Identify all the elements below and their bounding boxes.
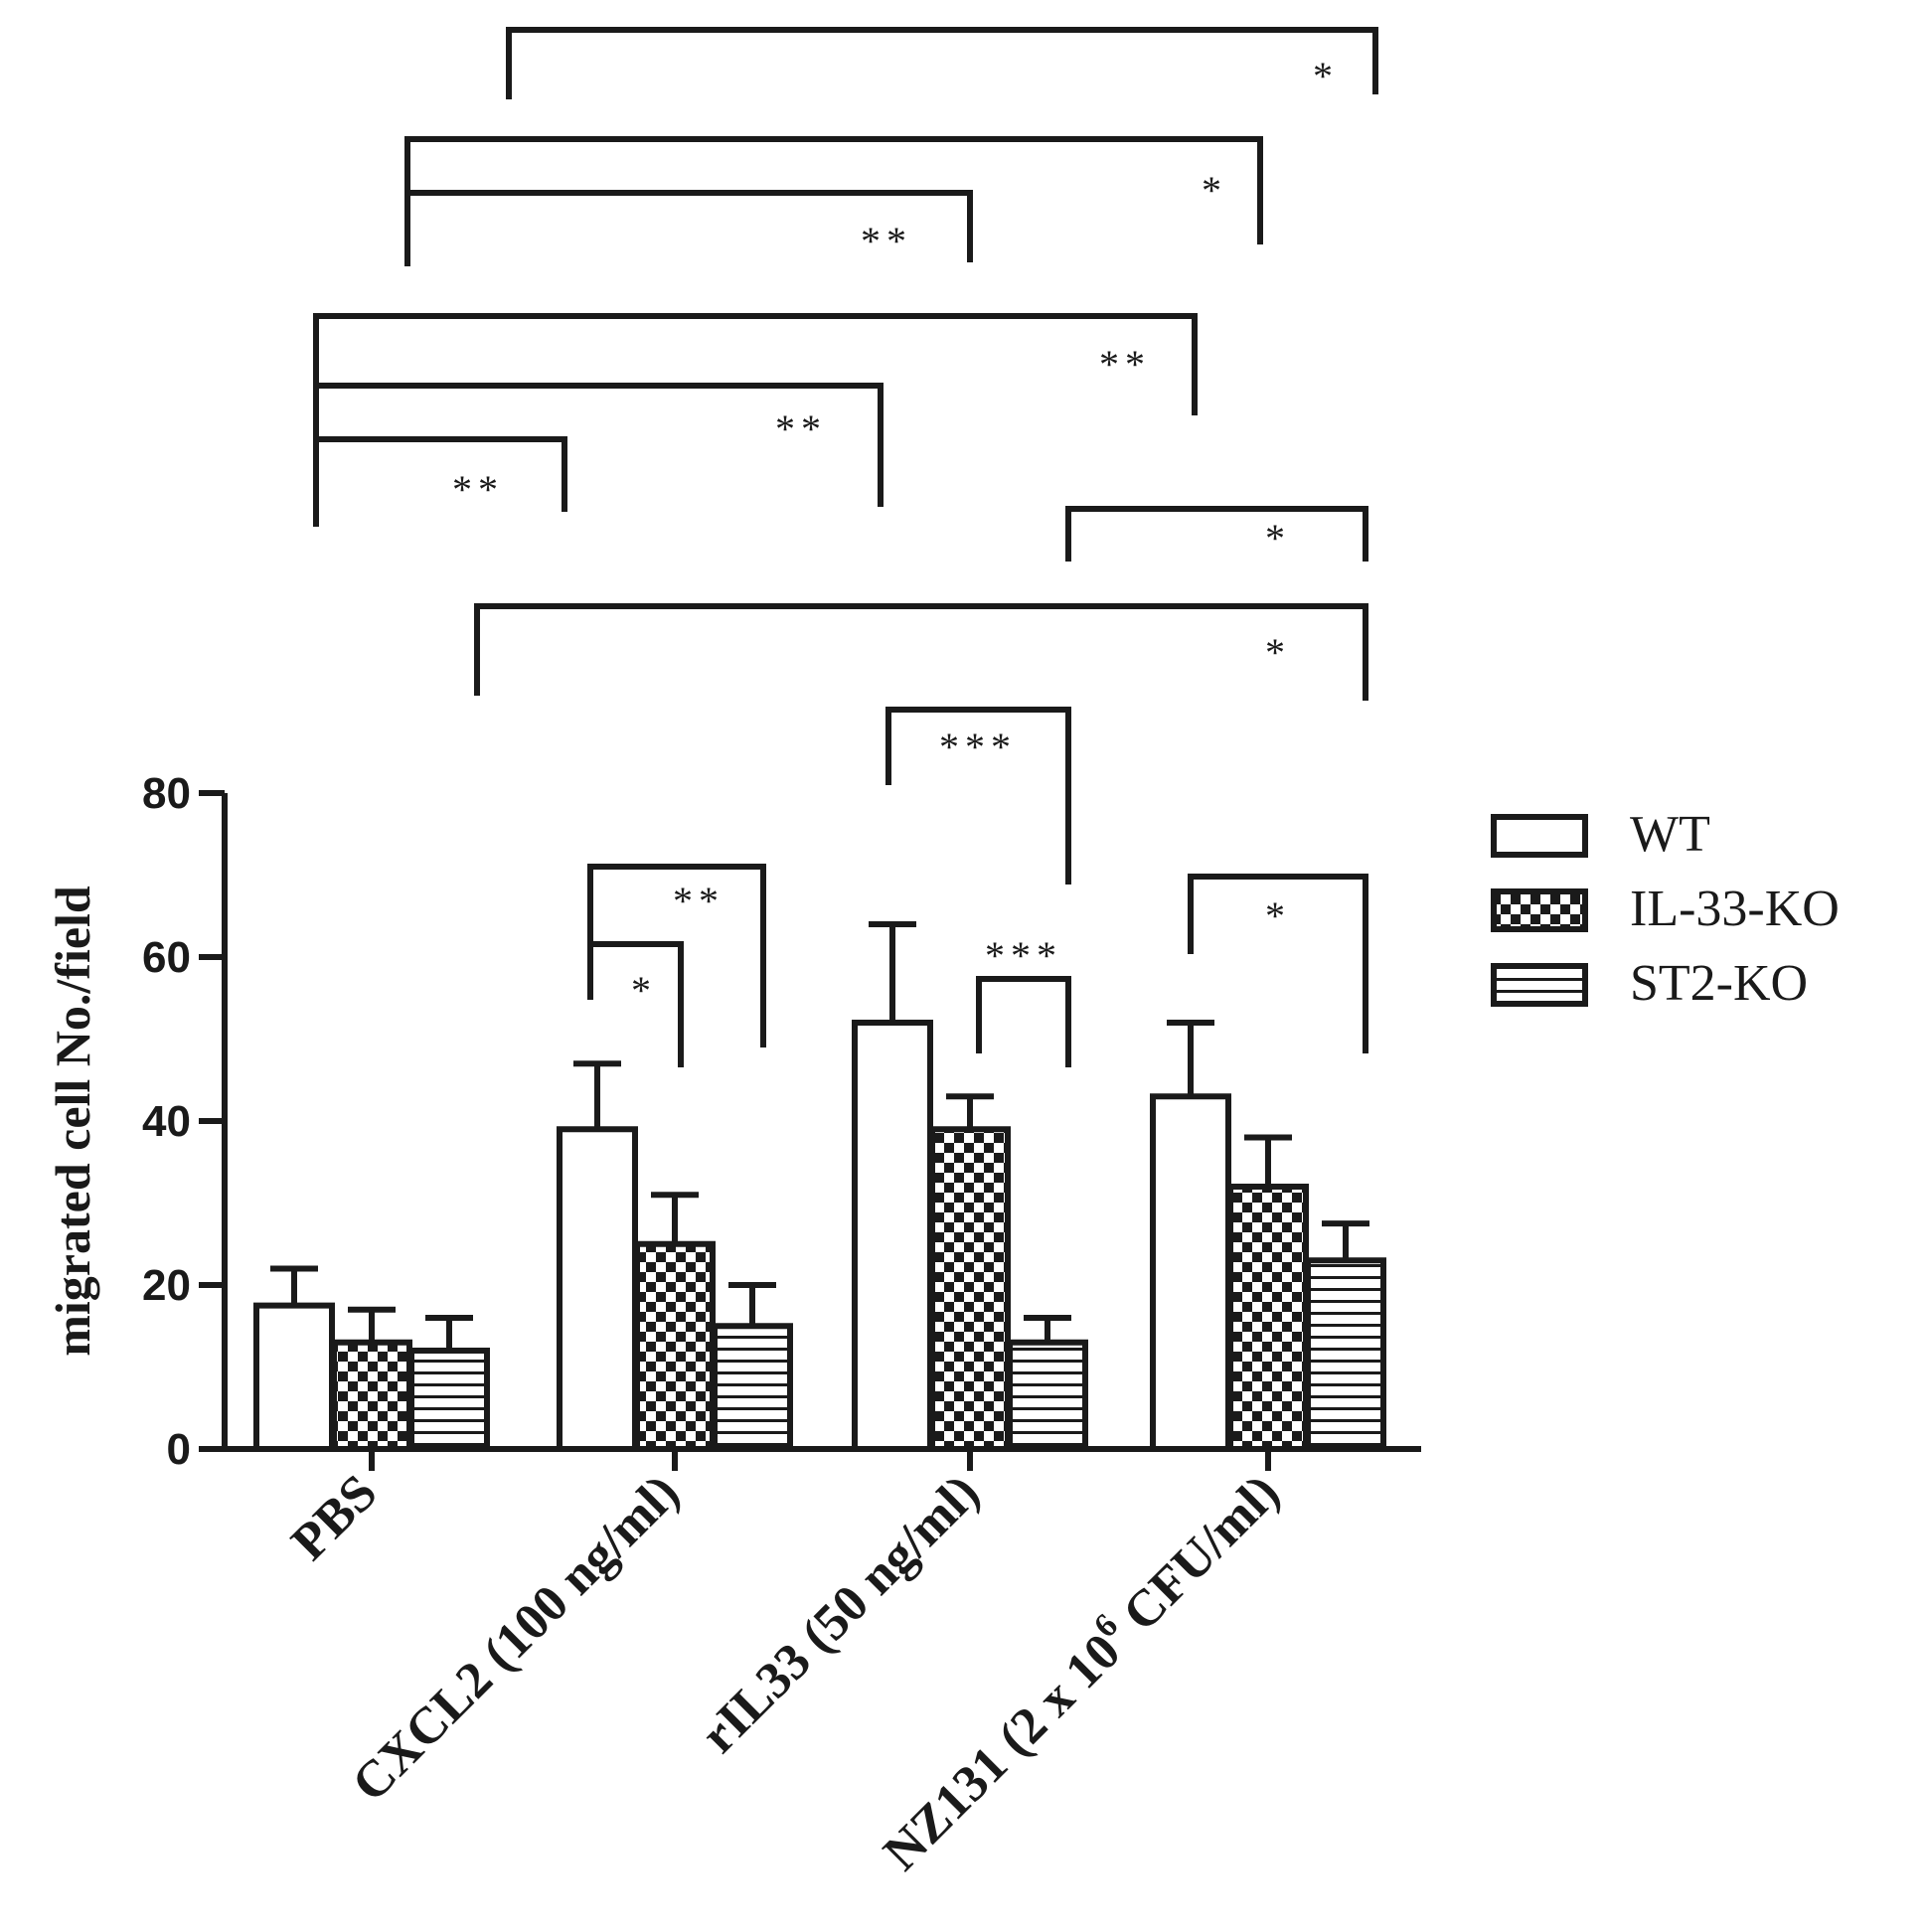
significance-bracket-11	[404, 136, 1263, 266]
bar-il-33-ko-2	[929, 1126, 1011, 1452]
y-tick-label: 20	[142, 1261, 191, 1310]
significance-bracket-4	[1188, 874, 1368, 1053]
bar-st2-ko-1	[712, 1323, 793, 1452]
significance-bracket-6	[1065, 506, 1368, 562]
significance-bracket-7	[313, 436, 567, 527]
category-label-2: rIL33 (50 ng/ml)	[691, 1464, 991, 1764]
y-tick-label: 60	[142, 933, 191, 982]
bar-il-33-ko-1	[634, 1240, 716, 1452]
bar-wt-2	[852, 1020, 933, 1452]
significance-label-5: *	[1265, 630, 1291, 675]
significance-bracket-2	[885, 707, 1071, 885]
legend-label-wt: WT	[1630, 806, 1710, 863]
bar-wt-1	[557, 1126, 638, 1452]
significance-brackets: **********************	[313, 27, 1378, 1067]
legend: WT IL-33-KO ST2-KO	[1491, 806, 1840, 1012]
significance-label-7: **	[452, 467, 504, 512]
significance-label-12: *	[1313, 54, 1339, 98]
significance-label-10: **	[861, 219, 912, 263]
y-axis-title: migrated cell No./field	[45, 886, 100, 1357]
legend-swatch-st2-ko	[1491, 963, 1588, 1007]
bar-wt-0	[253, 1302, 335, 1452]
legend-swatch-il-33-ko	[1491, 888, 1588, 932]
legend-label-st2-ko: ST2-KO	[1630, 955, 1808, 1012]
y-tick-label: 40	[142, 1097, 191, 1146]
significance-bracket-12	[506, 27, 1378, 99]
significance-label-4: *	[1265, 893, 1291, 938]
bar-wt-3	[1150, 1093, 1231, 1452]
significance-label-8: **	[775, 406, 827, 451]
category-label-0: PBS	[281, 1464, 389, 1571]
significance-bracket-9	[313, 313, 1198, 527]
y-tick-label: 0	[167, 1425, 191, 1474]
bar-st2-ko-0	[408, 1348, 490, 1452]
significance-label-9: **	[1099, 342, 1151, 387]
significance-label-1: **	[673, 879, 724, 923]
significance-label-2: ***	[939, 724, 1017, 769]
bar-st2-ko-3	[1305, 1257, 1386, 1452]
significance-label-3: ***	[985, 933, 1062, 978]
significance-label-0: *	[631, 968, 657, 1013]
bar-il-33-ko-0	[331, 1339, 412, 1452]
significance-bracket-3	[976, 976, 1071, 1067]
plot-area: 0 20 40 60 80 migrated cell No./field PBSCXCL2…	[45, 769, 1421, 1881]
significance-label-6: *	[1265, 516, 1291, 561]
legend-swatch-wt	[1491, 814, 1588, 858]
bar-il-33-ko-3	[1227, 1184, 1309, 1452]
significance-bracket-1	[587, 864, 766, 1047]
category-label-1: CXCL2 (100 ng/ml)	[342, 1464, 691, 1813]
bar-st2-ko-2	[1007, 1339, 1088, 1452]
legend-label-il-33-ko: IL-33-KO	[1630, 881, 1840, 937]
y-tick-label: 80	[142, 769, 191, 818]
significance-label-11: *	[1202, 168, 1227, 213]
significance-bracket-5	[474, 603, 1368, 701]
